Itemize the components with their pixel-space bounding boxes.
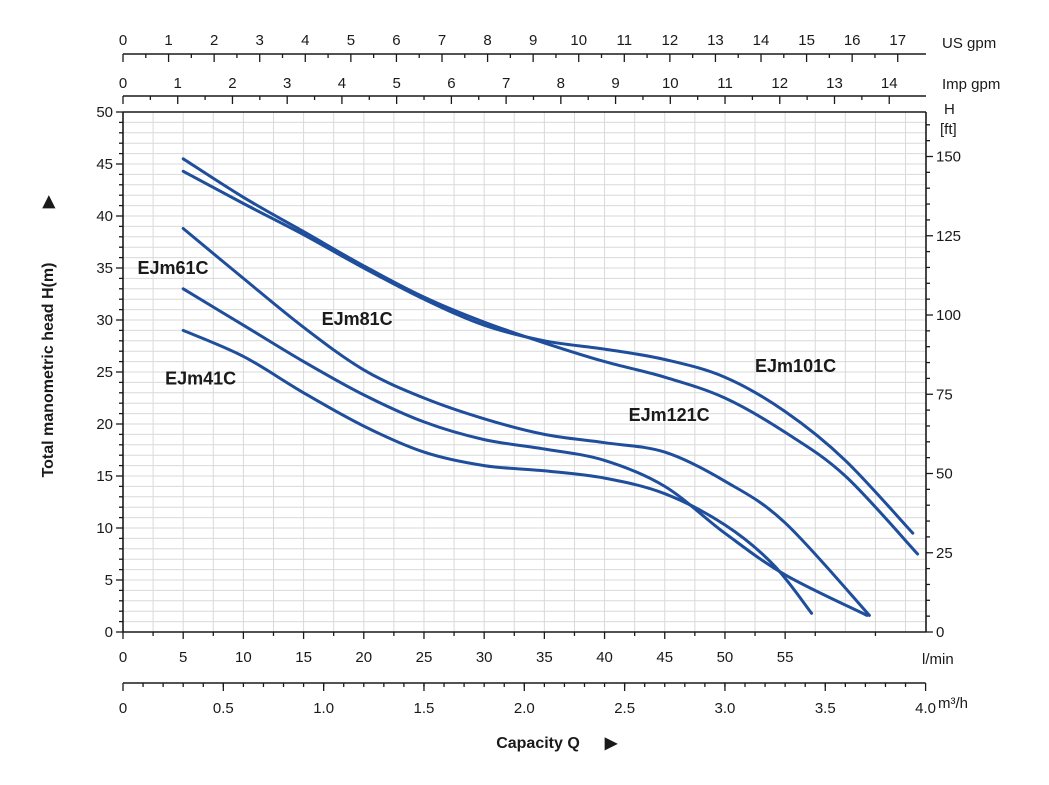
x-tick-label: 45: [656, 649, 673, 666]
right-axis-unit-ft: [ft]: [940, 121, 957, 138]
ft-tick-label: 50: [936, 466, 953, 483]
x-tick-label: 55: [777, 649, 794, 666]
ft-tick-label: 0: [936, 624, 944, 641]
y-tick-label: 40: [96, 208, 113, 225]
imp-gpm-tick-label: 3: [283, 75, 291, 92]
m3h-tick-label: 4.0: [915, 700, 936, 717]
y-tick-label: 45: [96, 156, 113, 173]
ft-tick-label: 75: [936, 386, 953, 403]
imp-gpm-tick-label: 11: [717, 75, 733, 92]
ft-tick-label: 125: [936, 228, 961, 245]
imp-gpm-tick-label: 8: [557, 75, 565, 92]
y-axis-arrow: ▶: [40, 195, 57, 209]
y-tick-label: 10: [96, 520, 113, 537]
series-label-ejm81c: EJm81C: [322, 309, 393, 329]
x-tick-label: 50: [717, 649, 734, 666]
x-tick-label: 35: [536, 649, 553, 666]
m3h-tick-label: 3.0: [715, 700, 736, 717]
us-gpm-tick-label: 9: [529, 32, 537, 49]
imp-gpm-unit: Imp gpm: [942, 76, 1000, 93]
y-tick-label: 35: [96, 260, 113, 277]
imp-gpm-tick-label: 1: [174, 75, 182, 92]
x-tick-label: 0: [119, 649, 127, 666]
x-tick-label: 25: [416, 649, 433, 666]
us-gpm-unit: US gpm: [942, 35, 996, 52]
curve-ejm101c: [181, 169, 915, 535]
x-tick-label: 20: [355, 649, 372, 666]
m3h-tick-label: 3.5: [815, 700, 836, 717]
us-gpm-tick-label: 10: [570, 32, 587, 49]
series-label-ejm101c: EJm101C: [755, 356, 836, 376]
x-tick-label: 40: [596, 649, 613, 666]
y-tick-label: 0: [105, 624, 113, 641]
imp-gpm-tick-label: 13: [826, 75, 843, 92]
us-gpm-tick-label: 16: [844, 32, 861, 49]
m3h-tick-label: 1.5: [414, 700, 435, 717]
us-gpm-tick-label: 6: [392, 32, 400, 49]
imp-gpm-tick-label: 12: [771, 75, 788, 92]
m3h-tick-label: 2.5: [614, 700, 635, 717]
imp-gpm-tick-label: 10: [662, 75, 679, 92]
imp-gpm-tick-label: 14: [881, 75, 898, 92]
series-labels: EJm41C EJm61C EJm81C EJm101C EJm121C: [137, 258, 836, 425]
imp-gpm-tick-label: 2: [228, 75, 236, 92]
us-gpm-tick-label: 2: [210, 32, 218, 49]
series-label-ejm121c: EJm121C: [629, 405, 710, 425]
us-gpm-tick-label: 8: [483, 32, 491, 49]
imp-gpm-tick-label: 0: [119, 75, 127, 92]
x-tick-label: 5: [179, 649, 187, 666]
lmin-unit: l/min: [922, 651, 954, 668]
curve-ejm121c: [181, 157, 920, 556]
x-tick-label: 15: [295, 649, 312, 666]
y-tick-label: 15: [96, 468, 113, 485]
curve-ejm41c: [181, 328, 814, 615]
us-gpm-tick-label: 5: [347, 32, 355, 49]
m3h-tick-label: 2.0: [514, 700, 535, 717]
us-gpm-tick-label: 4: [301, 32, 309, 49]
curves: [181, 157, 920, 617]
m3h-tick-label: 1.0: [313, 700, 334, 717]
series-label-ejm41c: EJm41C: [165, 368, 236, 388]
us-gpm-tick-label: 12: [662, 32, 679, 49]
y-tick-label: 50: [96, 104, 113, 121]
us-gpm-tick-label: 17: [889, 32, 906, 49]
us-gpm-tick-label: 3: [256, 32, 264, 49]
grid: [123, 112, 926, 632]
x-tick-label: 10: [235, 649, 252, 666]
imp-gpm-tick-label: 4: [338, 75, 346, 92]
right-axis-unit-h: H: [944, 101, 955, 118]
us-gpm-tick-label: 1: [164, 32, 172, 49]
m3h-tick-label: 0.5: [213, 700, 234, 717]
m3h-tick-label: 0: [119, 700, 127, 717]
us-gpm-tick-label: 7: [438, 32, 446, 49]
us-gpm-tick-label: 11: [617, 32, 633, 49]
us-gpm-tick-label: 0: [119, 32, 127, 49]
series-label-ejm61c: EJm61C: [137, 258, 208, 278]
ft-tick-label: 25: [936, 545, 953, 562]
imp-gpm-tick-label: 5: [392, 75, 400, 92]
us-gpm-tick-label: 15: [798, 32, 815, 49]
imp-gpm-tick-label: 6: [447, 75, 455, 92]
imp-gpm-tick-label: 7: [502, 75, 510, 92]
curve-ejm61c: [181, 287, 869, 617]
imp-gpm-tick-label: 9: [611, 75, 619, 92]
axes: [122, 53, 927, 684]
ft-tick-label: 150: [936, 149, 961, 166]
curve-ejm81c: [181, 227, 871, 617]
m3h-unit: m³/h: [938, 695, 968, 712]
y-tick-label: 5: [105, 572, 113, 589]
us-gpm-tick-label: 14: [753, 32, 770, 49]
ft-tick-label: 100: [936, 307, 961, 324]
x-tick-label: 30: [476, 649, 493, 666]
us-gpm-tick-label: 13: [707, 32, 724, 49]
y-tick-label: 30: [96, 312, 113, 329]
y-axis-title: Total manometric head H(m): [40, 263, 57, 478]
y-tick-label: 20: [96, 416, 113, 433]
y-tick-label: 25: [96, 364, 113, 381]
x-axis-arrow: ▶: [604, 735, 618, 752]
x-axis-title: Capacity Q: [496, 735, 580, 752]
